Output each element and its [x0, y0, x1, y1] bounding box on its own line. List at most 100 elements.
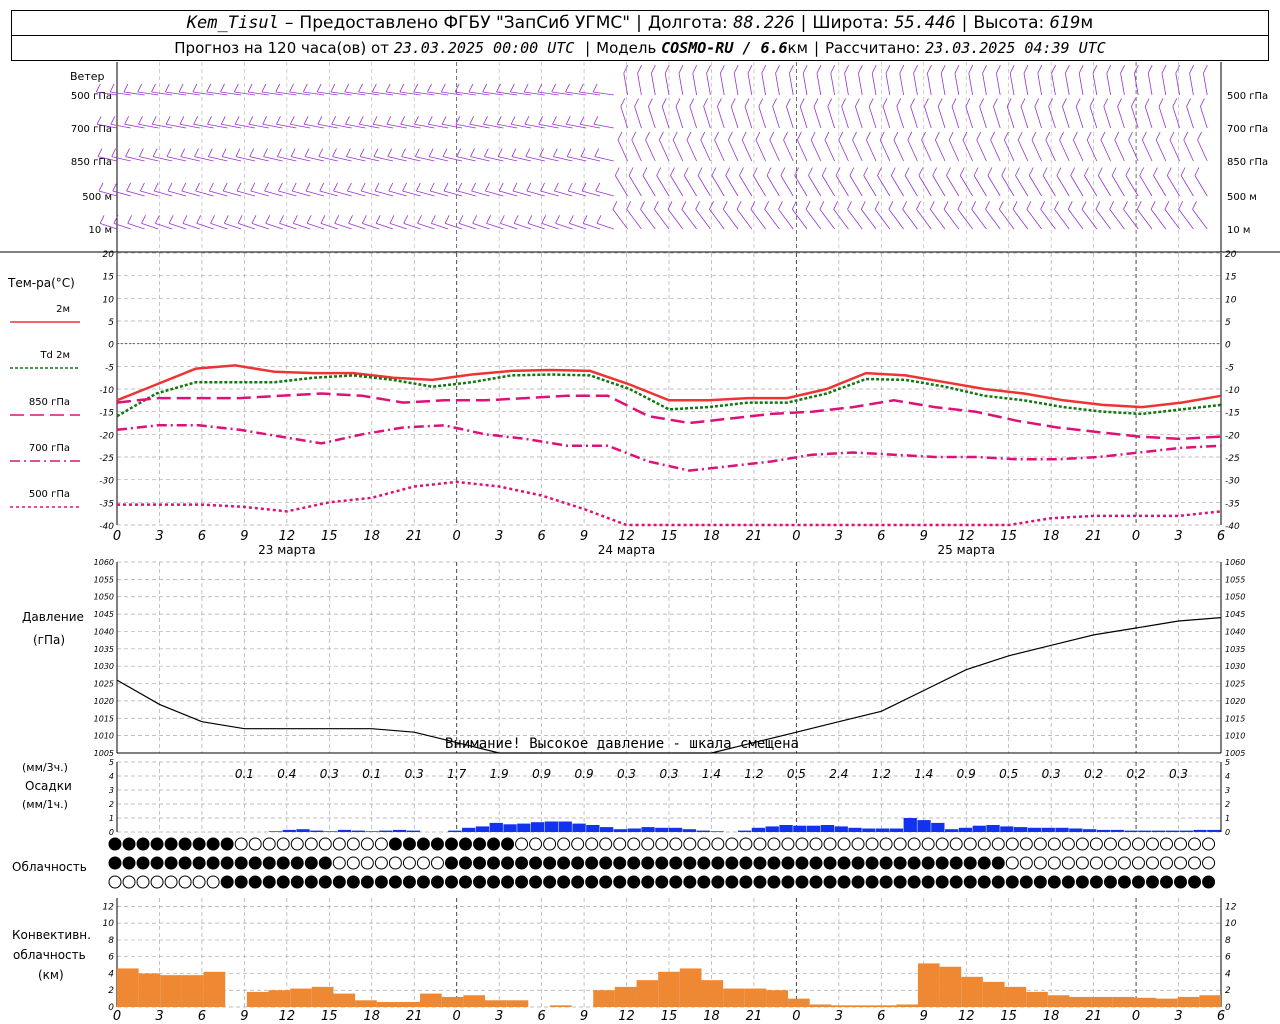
- cloud-symbol: [767, 875, 781, 889]
- wind-barb-feather: [1006, 98, 1012, 107]
- wind-barb-feather: [403, 215, 409, 224]
- wind-barb-feather: [527, 215, 533, 224]
- wind-barb-feather: [1045, 131, 1051, 141]
- hour-tick-bottom: 12: [279, 1009, 296, 1024]
- cloud-symbol: [1160, 875, 1173, 889]
- hour-tick-bottom: 0: [113, 1009, 121, 1024]
- wind-barb: [112, 190, 131, 197]
- cloud-symbol: [374, 856, 388, 870]
- wind-barb-feather: [1109, 201, 1115, 210]
- wind-barb: [360, 156, 380, 162]
- wind-barb-feather: [667, 201, 673, 210]
- precip-ytick: 2: [109, 800, 114, 809]
- hour-tick: 0: [453, 529, 461, 544]
- cloud-symbol: [879, 875, 893, 889]
- wind-barb-feather: [510, 116, 516, 125]
- wind-barb-feather: [565, 116, 571, 125]
- conv-bar: [420, 993, 442, 1007]
- wind-barb-feather: [331, 116, 337, 125]
- precip-bar: [268, 831, 283, 832]
- cloud-symbol: [234, 875, 248, 889]
- conv-bar: [874, 1005, 897, 1007]
- hour-tick: 6: [877, 529, 885, 544]
- wind-barb-feather: [497, 148, 503, 157]
- press-ytick: 1060: [94, 558, 114, 567]
- wind-barb: [791, 209, 808, 230]
- cloud-symbol: [178, 875, 192, 889]
- cloud-symbol: [1005, 875, 1019, 889]
- cloud-panel: Облачность: [12, 837, 1216, 889]
- conv-bar: [614, 986, 637, 1007]
- wind-barb-feather: [595, 182, 601, 192]
- wind-barb: [555, 222, 573, 230]
- precip-total-3h: 1.9: [490, 767, 509, 781]
- press-ytick-right: 1020: [1225, 697, 1245, 706]
- precip-total-3h: 1.4: [914, 767, 933, 781]
- cloud-symbol: [753, 856, 767, 870]
- wind-barb-feather: [388, 182, 394, 192]
- wind-barb: [1133, 73, 1139, 96]
- cloud-symbol: [851, 856, 865, 870]
- wind-barb-feather: [1097, 167, 1103, 176]
- wind-barb: [222, 156, 242, 162]
- hour-tick-bottom: 6: [1217, 1009, 1225, 1024]
- wind-barb-feather: [207, 116, 212, 125]
- cloud-symbol: [1174, 856, 1188, 870]
- wind-barb-feather: [868, 98, 874, 107]
- wind-barb: [110, 123, 131, 129]
- wind-barb-feather: [932, 167, 938, 176]
- hour-tick-bottom: 3: [835, 1009, 843, 1024]
- temperature-panel: 20 20 15 15 10 10 5 5 0 0 -5 -5 -10 -10 -15 -15 -20 -20 -2…: [7, 250, 1240, 557]
- wind-barb: [1001, 175, 1015, 197]
- temp-ytick: -35: [99, 499, 114, 509]
- wind-barb-feather: [1048, 98, 1053, 107]
- wind-barb: [303, 91, 325, 96]
- temp-ytick-right: 10: [1225, 295, 1237, 305]
- press-ytick: 1005: [94, 749, 114, 758]
- wind-barb: [954, 73, 960, 96]
- wind-barb-feather: [686, 131, 692, 141]
- hour-tick: 15: [321, 529, 338, 544]
- conv-bar: [506, 1000, 529, 1007]
- precip-total-3h: 0.9: [957, 767, 976, 781]
- cloud-symbol: [837, 837, 851, 851]
- wind-barb-feather: [468, 83, 474, 93]
- wind-barb-feather: [1123, 201, 1128, 210]
- wind-barb-feather: [816, 64, 822, 74]
- hour-tick-bottom: 0: [1132, 1009, 1140, 1024]
- press-ytick: 1020: [94, 697, 114, 706]
- wind-barb: [874, 209, 891, 230]
- cloud-symbol: [487, 837, 501, 851]
- hour-tick-bottom: 0: [453, 1009, 461, 1024]
- wind-barb: [833, 209, 849, 230]
- wind-barb: [902, 209, 918, 230]
- cloud-symbol: [641, 875, 655, 889]
- wind-barb: [127, 222, 145, 230]
- conv-bar: [701, 980, 724, 1007]
- hour-tick-bottom: 9: [580, 1009, 588, 1024]
- cloud-title: Облачность: [12, 860, 87, 874]
- wind-barb-feather: [1054, 201, 1059, 210]
- wind-barb: [990, 139, 1001, 162]
- hour-tick: 3: [155, 529, 163, 544]
- wind-barb-feather: [1134, 64, 1139, 74]
- wind-barb: [863, 175, 877, 197]
- wind-barb: [510, 91, 532, 96]
- cloud-symbol: [164, 856, 178, 870]
- wind-barb: [962, 139, 973, 162]
- temp-ytick-right: -15: [1225, 409, 1240, 419]
- wind-barb: [700, 139, 711, 162]
- wind-barb-feather: [954, 64, 960, 74]
- precip-total-3h: 0.9: [575, 767, 594, 781]
- wind-barb: [1150, 209, 1167, 230]
- cloud-symbol: [571, 837, 585, 851]
- precip-total-3h: 0.5: [999, 767, 1018, 781]
- wind-barb-feather: [1056, 167, 1062, 176]
- wind-barb-feather: [1092, 64, 1098, 74]
- wind-barb: [1070, 175, 1084, 197]
- wind-barb-feather: [786, 98, 791, 107]
- wind-barb: [497, 123, 518, 129]
- wind-barb-feather: [555, 215, 560, 224]
- cloud-symbol: [1061, 856, 1075, 870]
- precip-bar: [1027, 827, 1042, 832]
